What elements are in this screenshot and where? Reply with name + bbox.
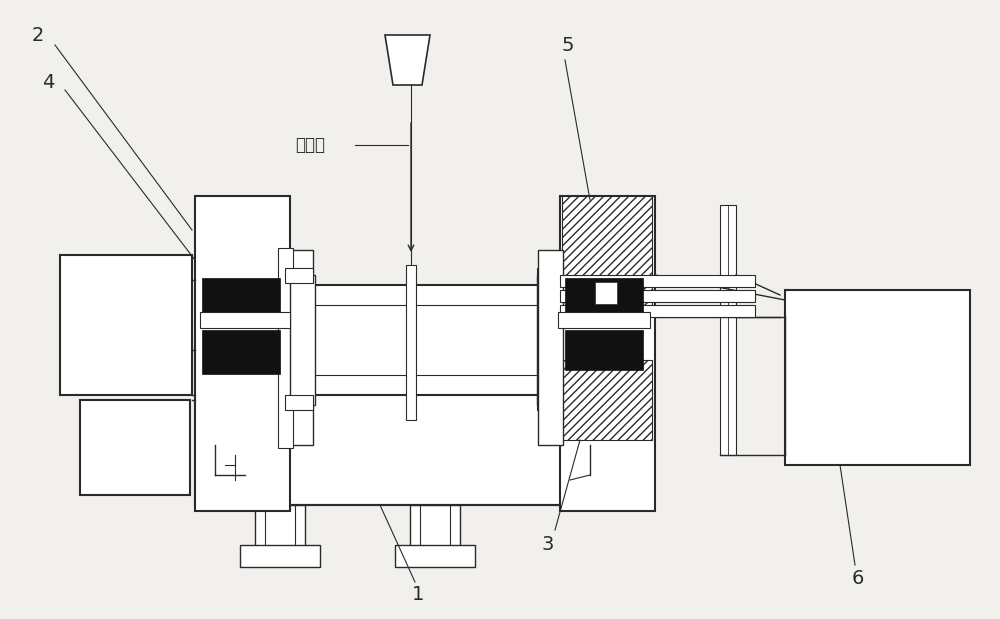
- Bar: [538, 250, 563, 445]
- Text: 5: 5: [562, 35, 574, 54]
- Bar: [313, 285, 538, 395]
- Text: 1: 1: [412, 584, 424, 604]
- Bar: [406, 265, 416, 420]
- Bar: [240, 545, 320, 567]
- Bar: [200, 312, 290, 328]
- Bar: [560, 305, 755, 317]
- Bar: [560, 196, 655, 511]
- Bar: [255, 505, 305, 550]
- Text: 激光束: 激光束: [295, 136, 325, 154]
- Bar: [395, 545, 475, 567]
- Bar: [285, 250, 313, 445]
- Bar: [537, 395, 565, 410]
- Bar: [202, 278, 280, 322]
- Bar: [410, 505, 460, 550]
- Bar: [785, 290, 970, 465]
- Bar: [565, 278, 643, 318]
- Bar: [562, 196, 652, 306]
- Bar: [290, 275, 315, 405]
- Bar: [537, 275, 562, 405]
- Bar: [195, 196, 290, 511]
- Bar: [560, 290, 755, 302]
- Bar: [285, 268, 313, 283]
- Bar: [562, 360, 652, 440]
- Bar: [198, 196, 286, 312]
- Bar: [595, 282, 617, 304]
- Bar: [565, 330, 643, 370]
- Text: 3: 3: [542, 535, 554, 555]
- Bar: [198, 360, 286, 440]
- Bar: [560, 275, 755, 287]
- Bar: [285, 395, 313, 410]
- Bar: [720, 205, 736, 455]
- Bar: [558, 312, 650, 328]
- Text: 4: 4: [42, 72, 54, 92]
- Bar: [278, 248, 293, 448]
- Bar: [195, 320, 600, 505]
- Text: 6: 6: [852, 568, 864, 587]
- Text: 2: 2: [32, 25, 44, 45]
- Bar: [80, 400, 190, 495]
- Bar: [60, 255, 192, 395]
- Polygon shape: [385, 35, 430, 85]
- Bar: [202, 330, 280, 374]
- Bar: [537, 268, 565, 283]
